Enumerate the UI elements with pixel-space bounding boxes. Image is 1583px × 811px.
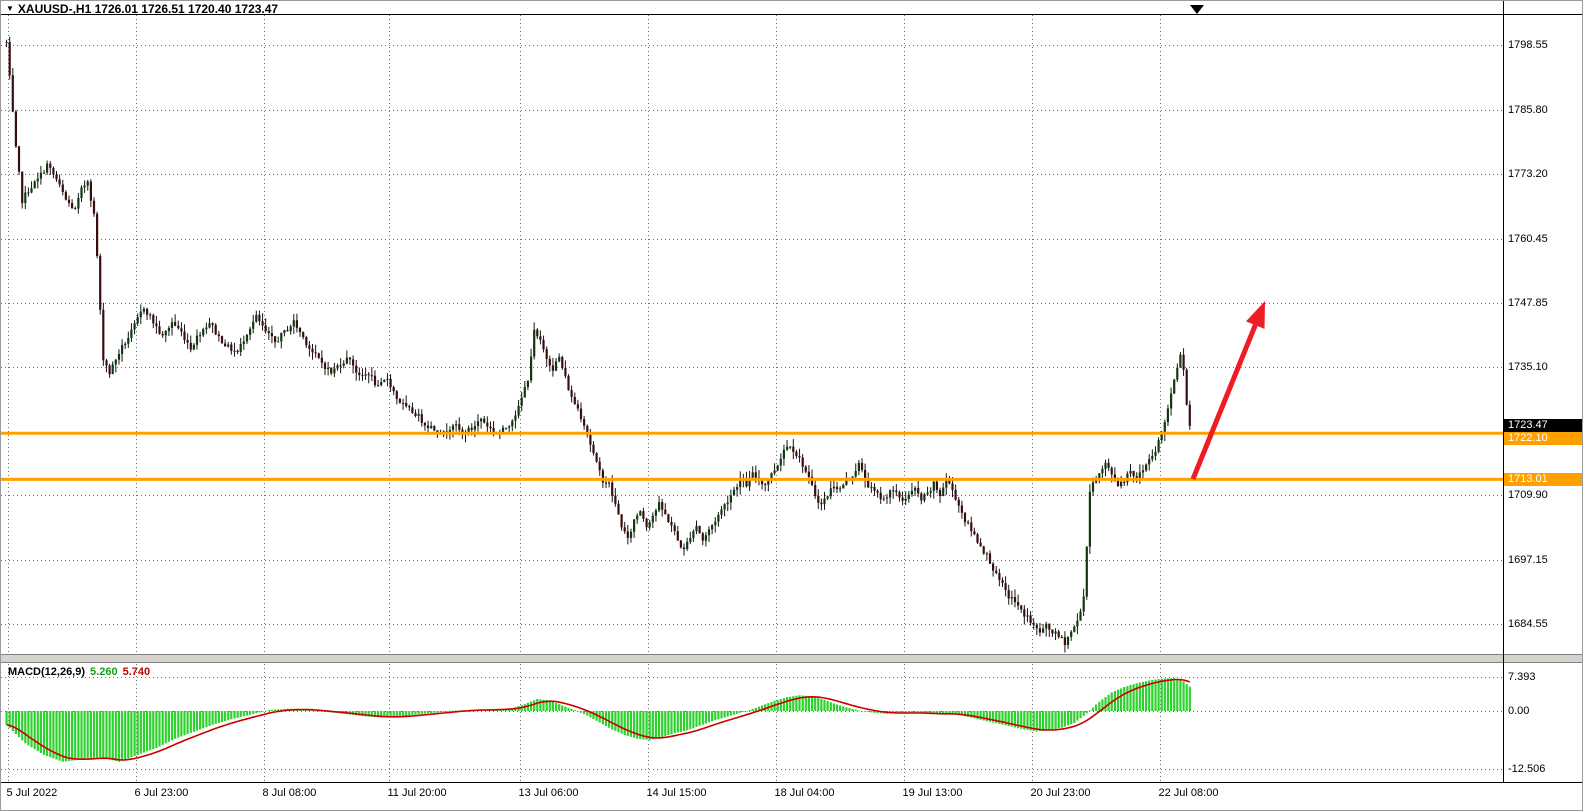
trend-arrow-annotation[interactable] (1190, 301, 1265, 480)
chart-title-text: XAUUSD-,H1 1726.01 1726.51 1720.40 1723.… (17, 2, 279, 16)
indicator-label: MACD(12,26,9) 5.260 5.740 (8, 666, 150, 678)
macd-histogram (5, 678, 1191, 762)
signal-value: 5.740 (122, 666, 151, 678)
level-price-tag[interactable]: 1722.10 (1504, 432, 1582, 445)
chart-title: ▼ XAUUSD-,H1 1726.01 1726.51 1720.40 172… (6, 2, 278, 16)
level-price-tag[interactable]: 1713.01 (1504, 473, 1582, 486)
macd-signal-line (6, 678, 1191, 761)
current-price-tag: 1723.47 (1504, 419, 1582, 432)
candles-layer[interactable] (5, 36, 1191, 653)
panel-splitter[interactable] (1, 654, 1583, 663)
macd-value: 5.260 (90, 666, 118, 678)
bar-marker-icon (1190, 5, 1204, 14)
indicator-name: MACD(12,26,9) (8, 666, 86, 678)
symbol-dropdown-icon[interactable]: ▼ (6, 4, 14, 13)
grid-layer (1, 15, 1503, 781)
